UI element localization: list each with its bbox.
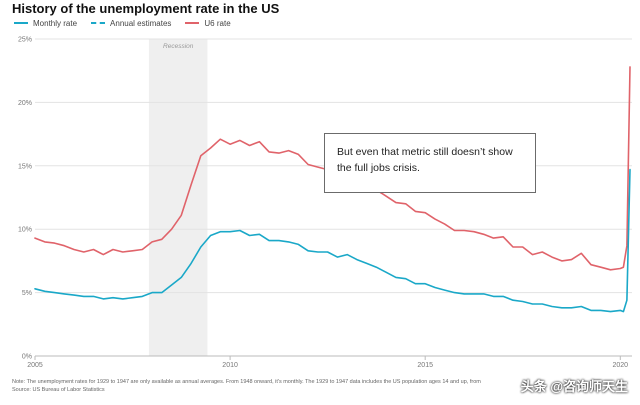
legend-label-annual-estimates: Annual estimates: [110, 18, 172, 28]
recession-label: Recession: [163, 43, 194, 50]
legend-item-monthly-rate: Monthly rate: [14, 19, 77, 28]
chart-footnote: Note: The unemployment rates for 1929 to…: [12, 378, 482, 394]
recession-band: [148, 39, 208, 356]
x-tick-label: 2005: [27, 362, 43, 369]
y-tick-label: 5%: [22, 290, 32, 297]
x-tick-label: 2010: [222, 362, 238, 369]
legend-item-annual-estimates: Annual estimates: [91, 19, 171, 28]
legend-swatch-u6-rate: [185, 22, 200, 24]
legend-item-u6-rate: U6 rate: [185, 18, 231, 28]
y-tick-label: 0%: [22, 354, 32, 361]
watermark-text: 头条 @咨询师天生: [520, 379, 628, 394]
chart-title: History of the unemployment rate in the …: [12, 1, 280, 16]
footnote-source: Source: US Bureau of Labor Statistics: [12, 387, 105, 393]
x-tick-label: 2015: [417, 362, 433, 369]
x-tick-label: 2020: [613, 362, 629, 369]
chart-legend: Monthly rate Annual estimates U6 rate: [14, 17, 231, 29]
y-tick-label: 25%: [18, 37, 32, 44]
chart-annotation: But even that metric still doesn’t show …: [324, 133, 536, 193]
footnote-note: Note: The unemployment rates for 1929 to…: [12, 379, 482, 385]
legend-swatch-annual-estimates: [91, 22, 106, 24]
y-tick-label: 20%: [18, 100, 32, 107]
y-tick-label: 15%: [18, 163, 32, 170]
legend-swatch-monthly-rate: [14, 22, 28, 24]
series-line-monthly-rate: [34, 168, 631, 313]
legend-label-u6-rate: U6 rate: [204, 18, 231, 28]
legend-label-monthly-rate: Monthly rate: [33, 18, 78, 28]
y-tick-label: 10%: [18, 227, 32, 234]
